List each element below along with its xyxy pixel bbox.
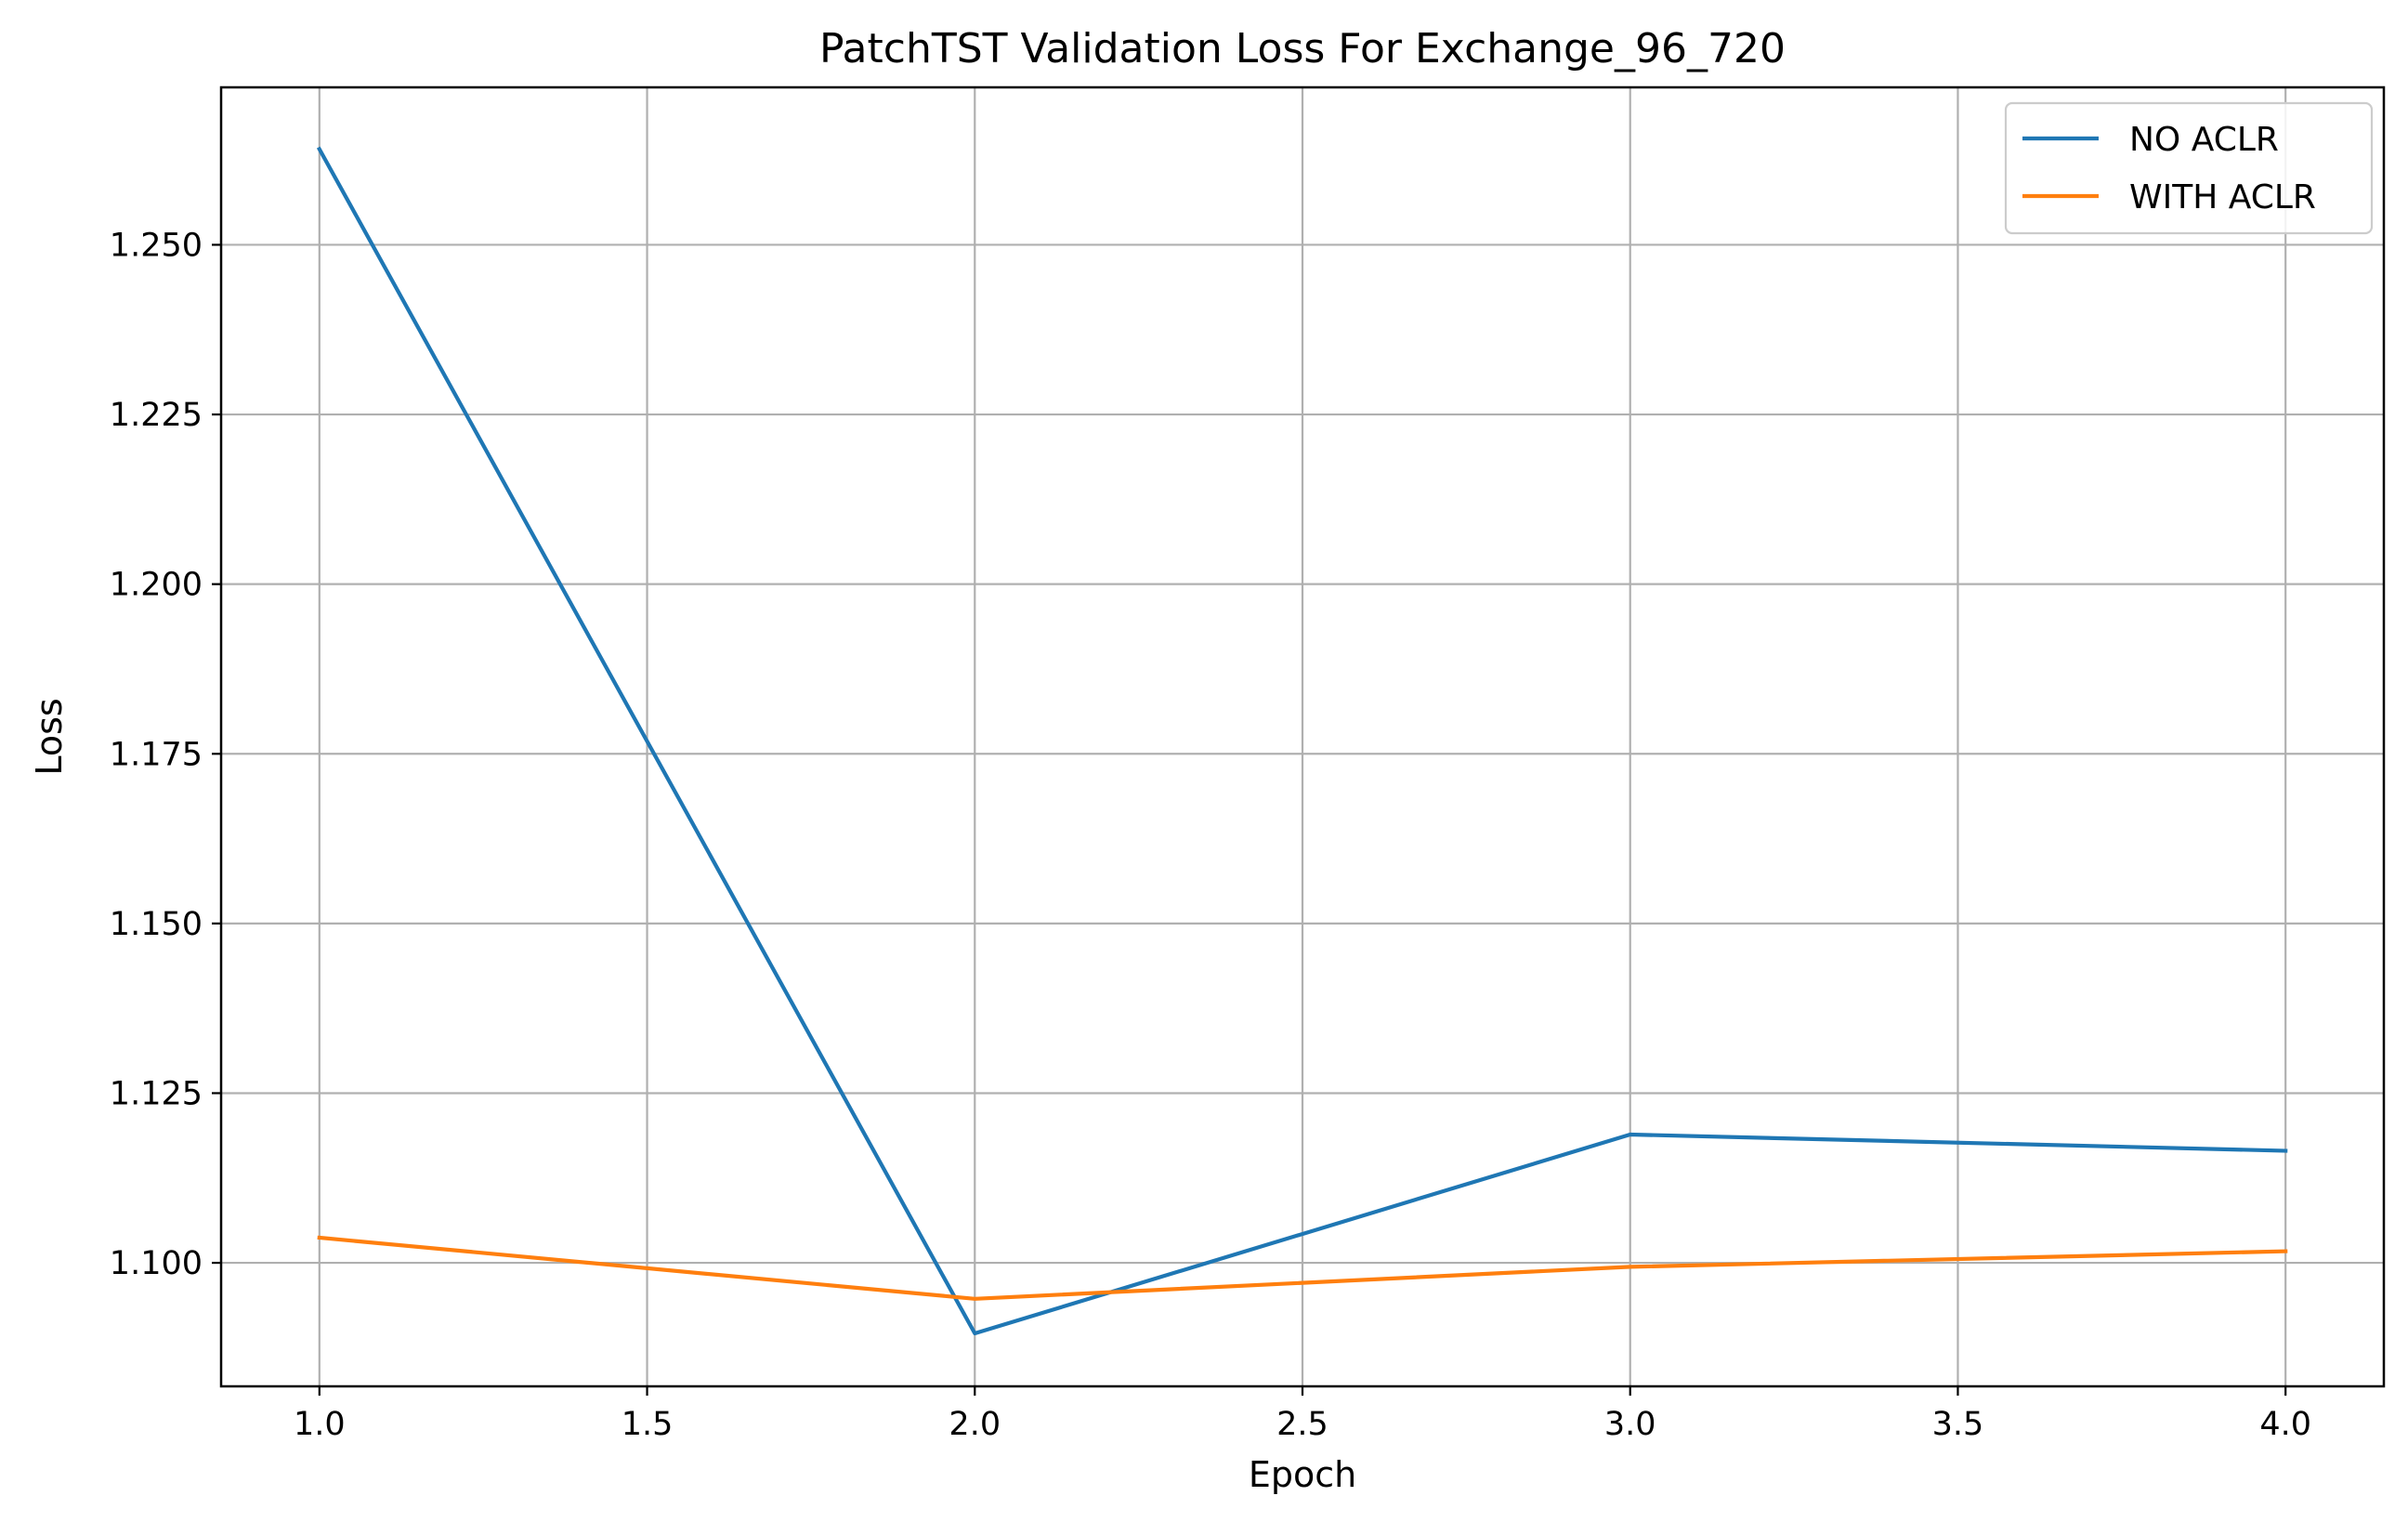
series-line: [316, 146, 2288, 1336]
series-line: [317, 1235, 2288, 1301]
x-tick-label: 3.0: [1604, 1406, 1656, 1443]
legend-label: NO ACLR: [2129, 121, 2279, 159]
chart-title: PatchTST Validation Loss For Exchange_96…: [819, 25, 1786, 72]
legend: NO ACLR WITH ACLR: [2004, 101, 2374, 235]
legend-label: WITH ACLR: [2129, 178, 2316, 216]
x-tick-label: 2.0: [949, 1406, 1001, 1443]
x-tick-label: 1.5: [622, 1406, 674, 1443]
y-axis-label: Loss: [29, 698, 70, 775]
y-tick-label: 1.175: [110, 736, 203, 773]
x-tick-label: 3.5: [1932, 1406, 1984, 1443]
x-tick-label: 1.0: [294, 1406, 346, 1443]
x-tick-label: 4.0: [2259, 1406, 2311, 1443]
y-tick-label: 1.100: [110, 1245, 203, 1282]
y-tick-label: 1.150: [110, 906, 203, 943]
series-lines: [316, 146, 2288, 1336]
legend-box: [2004, 101, 2374, 235]
y-tick-label: 1.250: [110, 227, 203, 264]
x-axis-ticks: 1.0 1.5 2.0 2.5 3.0 3.5 4.0: [294, 1386, 2311, 1443]
y-tick-label: 1.200: [110, 567, 203, 604]
x-axis-label: Epoch: [1249, 1454, 1356, 1495]
y-axis-ticks: 1.100 1.125 1.150 1.175 1.200 1.225 1.250: [110, 227, 221, 1282]
y-tick-label: 1.225: [110, 397, 203, 434]
x-tick-label: 2.5: [1276, 1406, 1328, 1443]
y-tick-label: 1.125: [110, 1075, 203, 1112]
